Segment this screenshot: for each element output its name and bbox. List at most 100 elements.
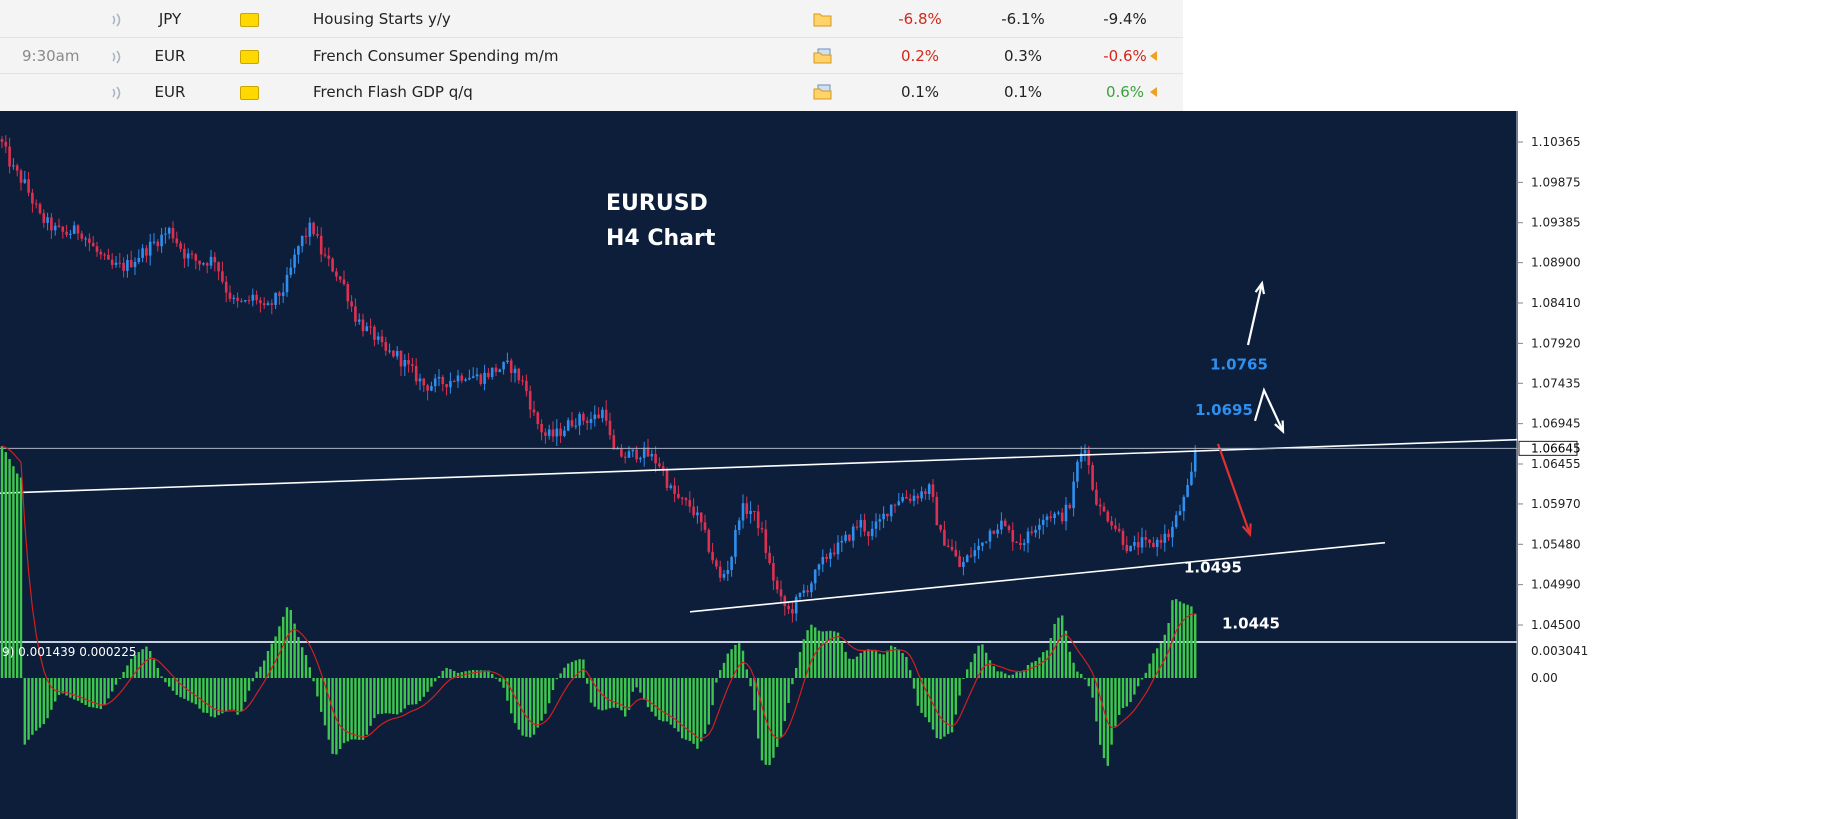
macd-bar <box>1099 678 1102 745</box>
calendar-row[interactable]: 9:30am EUR French Consumer Spending m/m 0.2… <box>0 37 1183 74</box>
speaker-icon[interactable] <box>111 86 123 100</box>
macd-bar <box>1121 678 1125 709</box>
macd-bar <box>988 660 992 678</box>
macd-bar <box>1080 673 1083 678</box>
macd-bar <box>969 662 973 678</box>
macd-bar <box>483 670 486 678</box>
candle-body <box>593 414 597 420</box>
candle-body <box>677 493 680 498</box>
candle-body <box>661 466 665 471</box>
macd-signal-line <box>1 445 1196 739</box>
candle-body <box>509 360 513 373</box>
candle-body <box>867 531 870 537</box>
candle-body <box>27 179 30 193</box>
candle-body <box>984 541 988 543</box>
macd-bar <box>798 651 802 678</box>
calendar-row[interactable]: EUR French Flash GDP q/q 0.1% 0.1% 0.6% <box>0 73 1183 110</box>
macd-bar <box>506 678 509 701</box>
eurusd-h4-chart[interactable]: 1.10365 1.09875 1.09385 1.08900 1.08410 1.079… <box>0 111 1833 819</box>
candle-body <box>874 521 878 529</box>
macd-bar <box>107 678 110 699</box>
folder-icon[interactable] <box>813 11 832 27</box>
candle-body <box>943 529 946 546</box>
price-tick-label: 1.06945 <box>1531 417 1581 431</box>
macd-bar <box>1019 672 1022 678</box>
macd-bar <box>103 678 106 706</box>
candle-body <box>42 213 46 223</box>
price-tick-label: 1.09875 <box>1531 175 1581 189</box>
macd-bar <box>1186 604 1189 678</box>
candle-body <box>1193 451 1197 472</box>
candle-body <box>76 225 80 234</box>
macd-bar <box>1064 630 1068 678</box>
candle-body <box>813 569 817 584</box>
candle-body <box>380 336 384 343</box>
candle-body <box>669 485 673 488</box>
macd-bar <box>563 667 566 678</box>
candle-body <box>680 497 684 499</box>
document-stack-icon[interactable] <box>813 84 832 100</box>
macd-bar <box>817 630 821 678</box>
candle-body <box>95 246 99 252</box>
macd-bar <box>369 678 372 726</box>
macd-bar <box>555 678 558 680</box>
candle-body <box>4 141 8 147</box>
candle-body <box>0 139 4 142</box>
event-title[interactable]: French Consumer Spending m/m <box>313 47 559 65</box>
candle-body <box>1171 526 1174 538</box>
document-stack-icon[interactable] <box>813 48 832 64</box>
macd-bar <box>726 653 729 678</box>
candle-body <box>289 267 293 275</box>
macd-bar <box>772 678 775 758</box>
event-title[interactable]: French Flash GDP q/q <box>313 83 473 101</box>
candle-body <box>475 374 479 377</box>
macd-bar <box>711 678 714 706</box>
level-annotation: 1.0495 <box>1184 558 1242 576</box>
macd-bar <box>1133 678 1136 695</box>
candle-body <box>99 251 103 255</box>
candle-body <box>1022 543 1026 545</box>
candle-body <box>730 556 733 571</box>
candle-body <box>468 377 471 380</box>
macd-bar <box>878 653 881 678</box>
macd-bar <box>947 678 950 734</box>
macd-bar <box>844 651 847 678</box>
macd-bar <box>365 678 368 735</box>
macd-bar <box>316 678 319 697</box>
macd-bar <box>392 678 395 715</box>
macd-bar <box>852 659 855 678</box>
macd-bar <box>354 678 357 740</box>
macd-bar <box>266 651 270 678</box>
trendline[interactable] <box>689 541 1386 613</box>
macd-bar <box>225 678 228 712</box>
candle-body <box>228 292 232 299</box>
candle-body <box>582 413 585 421</box>
candle-body <box>148 241 152 256</box>
speaker-icon[interactable] <box>111 50 123 64</box>
macd-bar <box>719 670 722 678</box>
macd-bar <box>848 658 851 678</box>
currency-flag-icon <box>240 86 259 100</box>
macd-bar <box>168 678 171 687</box>
candle-body <box>756 511 760 529</box>
candle-body <box>1079 453 1083 462</box>
macd-bar <box>289 610 292 678</box>
macd-bar <box>331 678 334 754</box>
price-tick-label: 1.10365 <box>1531 135 1581 149</box>
macd-bar <box>551 678 555 690</box>
candle-body <box>620 448 623 457</box>
candle-body <box>327 255 331 259</box>
candle-body <box>711 551 714 561</box>
candle-body <box>316 234 319 236</box>
macd-bar <box>133 655 137 678</box>
macd-bar <box>50 678 53 710</box>
candle-body <box>840 540 844 543</box>
calendar-row[interactable]: JPY Housing Starts y/y -6.8% -6.1% -9.4% <box>0 1 1183 37</box>
event-title[interactable]: Housing Starts y/y <box>313 10 451 28</box>
candle-body <box>449 380 452 388</box>
speaker-icon[interactable] <box>111 13 123 27</box>
projection-arrow <box>1216 443 1252 535</box>
candle-body <box>1000 520 1003 530</box>
macd-bar <box>1175 599 1178 678</box>
candle-body <box>844 534 847 541</box>
